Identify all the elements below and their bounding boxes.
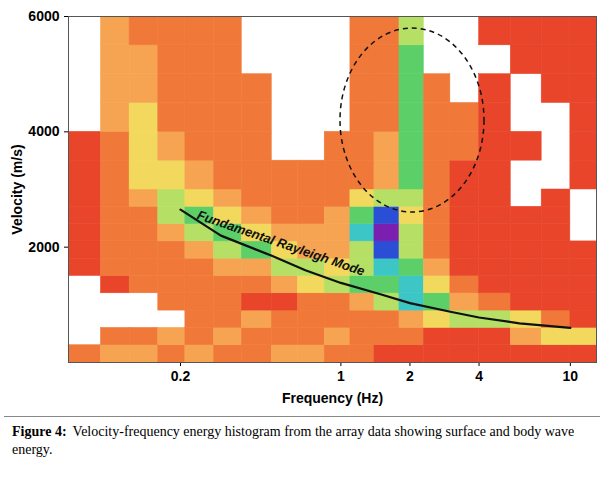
svg-text:Velocity (m/s): Velocity (m/s) (9, 144, 25, 234)
svg-text:Frequency (Hz): Frequency (Hz) (282, 390, 383, 406)
svg-text:0.2: 0.2 (171, 368, 191, 384)
svg-text:1: 1 (337, 368, 345, 384)
svg-text:2000: 2000 (28, 239, 59, 255)
svg-text:2: 2 (406, 368, 414, 384)
svg-text:10: 10 (563, 368, 579, 384)
svg-text:6000: 6000 (28, 8, 59, 24)
svg-text:4000: 4000 (28, 123, 59, 139)
svg-text:4: 4 (475, 368, 483, 384)
svg-text:Fundamental Rayleigh Mode: Fundamental Rayleigh Mode (195, 207, 367, 279)
html-text:Figure 4: Velocity-frequency e: Figure 4: Velocity-frequency energy hist… (12, 424, 575, 457)
